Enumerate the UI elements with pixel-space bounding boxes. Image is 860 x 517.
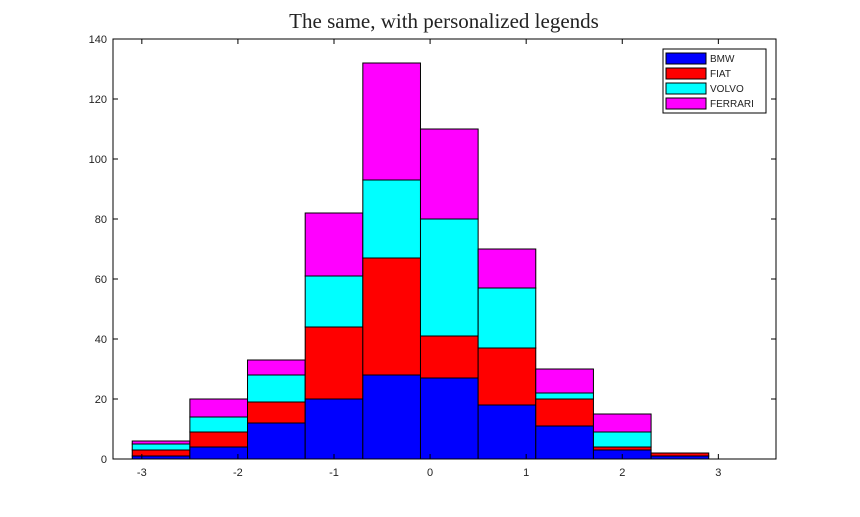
legend-label-bmw: BMW	[710, 54, 735, 65]
bar-segment-bmw	[477, 404, 537, 460]
legend-label-volvo: VOLVO	[710, 84, 744, 95]
legend-swatch-ferrari	[665, 97, 707, 110]
bar-segment-fiat	[304, 326, 364, 400]
y-tick-label: 20	[95, 394, 107, 406]
bar-segment-volvo	[535, 392, 594, 400]
bar-segment-ferrari	[189, 398, 249, 418]
x-tick-label: -2	[233, 467, 243, 479]
chart-title: The same, with personalized legends	[289, 9, 599, 33]
bar-segment-bmw	[535, 425, 594, 460]
ticks-layer: -3 -2 -1 0 1 2 3 0 20 40 60 80 100 120 140	[89, 34, 776, 479]
y-tick-label: 140	[89, 34, 107, 46]
x-tick-label: 0	[427, 467, 433, 479]
legend-swatch-fiat	[665, 67, 707, 80]
bar-segment-ferrari	[362, 62, 421, 181]
y-tick-label: 0	[101, 454, 107, 466]
bar-segment-volvo	[592, 431, 652, 448]
legend-label-ferrari: FERRARI	[710, 99, 754, 110]
y-tick-label: 40	[95, 334, 107, 346]
legend-swatch-bmw	[665, 52, 707, 65]
bar-segment-fiat	[189, 431, 249, 448]
bar-segment-bmw	[189, 446, 249, 460]
bar-segment-fiat	[650, 452, 710, 457]
x-tick-label: 1	[523, 467, 529, 479]
bar-segment-ferrari	[131, 440, 191, 445]
bar-segment-fiat	[477, 347, 537, 406]
bar-segment-volvo	[131, 443, 191, 451]
bar-segment-bmw	[362, 374, 421, 460]
x-tick-label: -1	[329, 467, 339, 479]
bar-segment-bmw	[304, 398, 364, 460]
bar-segment-ferrari	[592, 413, 652, 433]
bar-segment-bmw	[247, 422, 306, 460]
bar-segment-volvo	[189, 416, 249, 433]
x-tick-label: 3	[715, 467, 721, 479]
bar-segment-ferrari	[247, 359, 306, 376]
bar-segment-fiat	[131, 449, 191, 457]
y-tick-label: 100	[89, 154, 107, 166]
bar-segment-fiat	[247, 401, 306, 424]
bar-segment-fiat	[362, 257, 421, 376]
bar-segment-ferrari	[419, 128, 479, 220]
legend-swatch-volvo	[665, 82, 707, 95]
legend: BMW FIAT VOLVO FERRARI	[662, 48, 767, 114]
bar-segment-ferrari	[304, 212, 364, 277]
bar-segment-bmw	[419, 377, 479, 460]
bar-segment-volvo	[247, 374, 306, 403]
bars-layer	[131, 62, 710, 460]
y-tick-label: 120	[89, 94, 107, 106]
bar-segment-volvo	[362, 179, 421, 259]
legend-label-fiat: FIAT	[710, 69, 731, 80]
y-tick-label: 60	[95, 274, 107, 286]
bar-segment-ferrari	[535, 368, 594, 394]
x-tick-label: 2	[619, 467, 625, 479]
x-tick-label: -3	[137, 467, 147, 479]
axes-frame	[112, 38, 777, 460]
bar-segment-volvo	[419, 218, 479, 337]
bar-segment-volvo	[477, 287, 537, 349]
bar-segment-fiat	[419, 335, 479, 379]
y-tick-label: 80	[95, 214, 107, 226]
bar-segment-fiat	[535, 398, 594, 427]
bar-segment-volvo	[304, 275, 364, 328]
bar-segment-ferrari	[477, 248, 537, 289]
